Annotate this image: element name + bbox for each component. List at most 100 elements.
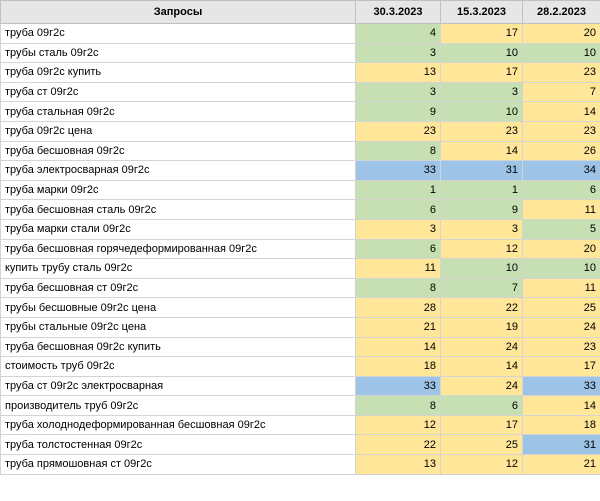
value-cell: 8	[355, 277, 441, 299]
value-cell: 7	[440, 277, 523, 299]
row: труба ст 09г2с 3 3 7	[0, 81, 600, 103]
value-cell: 23	[522, 62, 600, 83]
value-cell: 6	[355, 238, 441, 260]
value-cell: 28	[355, 297, 441, 318]
row: труба 09г2с 4 17 20	[0, 23, 600, 44]
value-cell: 13	[355, 62, 441, 83]
header-cell: 30.3.2023	[355, 0, 441, 24]
value-cell: 23	[355, 120, 441, 142]
value-cell: 22	[440, 297, 523, 318]
row: труба 09г2с цена 23 23 23	[0, 120, 600, 142]
value-cell: 11	[355, 258, 441, 279]
query-cell: труба марки 09г2с	[0, 179, 356, 201]
value-cell: 14	[355, 336, 441, 358]
value-cell: 7	[522, 81, 600, 103]
value-cell: 10	[440, 101, 523, 122]
query-cell: труба толстостенная 09г2с	[0, 434, 356, 456]
header-cell: 15.3.2023	[440, 0, 523, 24]
value-cell: 1	[355, 179, 441, 201]
value-cell: 10	[522, 42, 600, 64]
value-cell: 5	[522, 218, 600, 240]
row: труба бесшовная сталь 09г2с 6 9 11	[0, 199, 600, 220]
row: труба бесшовная ст 09г2с 8 7 11	[0, 277, 600, 299]
row: трубы сталь 09г2с 3 10 10	[0, 42, 600, 64]
value-cell: 20	[522, 238, 600, 260]
value-cell: 22	[355, 434, 441, 456]
query-cell: труба бесшовная ст 09г2с	[0, 277, 356, 299]
value-cell: 31	[440, 160, 523, 181]
value-cell: 24	[440, 336, 523, 358]
query-cell: труба 09г2с цена	[0, 120, 356, 142]
query-cell: труба ст 09г2с	[0, 81, 356, 103]
table-body: труба 09г2с 4 17 20 трубы сталь 09г2с 3 10 10 тр…	[0, 23, 600, 475]
value-cell: 10	[440, 258, 523, 279]
value-cell: 12	[355, 414, 441, 436]
query-cell: труба электросварная 09г2с	[0, 160, 356, 181]
value-cell: 3	[440, 218, 523, 240]
query-cell: труба 09г2с купить	[0, 62, 356, 83]
value-cell: 31	[522, 434, 600, 456]
value-cell: 3	[355, 81, 441, 103]
value-cell: 26	[522, 140, 600, 162]
query-cell: купить трубу сталь 09г2с	[0, 258, 356, 279]
value-cell: 14	[440, 140, 523, 162]
header-cell: Запросы	[0, 0, 356, 24]
row: труба бесшовная горячедеформированная 09…	[0, 238, 600, 260]
row: труба марки 09г2с 1 1 6	[0, 179, 600, 201]
row: купить трубу сталь 09г2с 11 10 10	[0, 258, 600, 279]
value-cell: 11	[522, 277, 600, 299]
value-cell: 21	[355, 316, 441, 338]
value-cell: 19	[440, 316, 523, 338]
value-cell: 25	[522, 297, 600, 318]
value-cell: 33	[355, 160, 441, 181]
query-cell: труба холоднодеформированная бесшовная 0…	[0, 414, 356, 436]
value-cell: 4	[355, 23, 441, 44]
header-row: Запросы 30.3.2023 15.3.2023 28.2.2023	[0, 0, 600, 24]
query-cell: трубы сталь 09г2с	[0, 42, 356, 64]
value-cell: 1	[440, 179, 523, 201]
header-cell: 28.2.2023	[522, 0, 600, 24]
value-cell: 24	[440, 375, 523, 397]
value-cell: 17	[522, 356, 600, 377]
value-cell: 23	[522, 336, 600, 358]
row: труба ст 09г2с электросварная 33 24 33	[0, 375, 600, 397]
row: труба бесшовная 09г2с 8 14 26	[0, 140, 600, 162]
row: труба бесшовная 09г2с купить 14 24 23	[0, 336, 600, 358]
query-cell: труба бесшовная 09г2с купить	[0, 336, 356, 358]
row: труба стальная 09г2с 9 10 14	[0, 101, 600, 122]
value-cell: 8	[355, 395, 441, 416]
value-cell: 3	[355, 42, 441, 64]
value-cell: 3	[355, 218, 441, 240]
value-cell: 12	[440, 238, 523, 260]
value-cell: 10	[522, 258, 600, 279]
value-cell: 21	[522, 454, 600, 475]
query-cell: труба прямошовная ст 09г2с	[0, 454, 356, 475]
value-cell: 6	[522, 179, 600, 201]
value-cell: 17	[440, 23, 523, 44]
value-cell: 24	[522, 316, 600, 338]
row: труба электросварная 09г2с 33 31 34	[0, 160, 600, 181]
value-cell: 18	[522, 414, 600, 436]
query-cell: труба ст 09г2с электросварная	[0, 375, 356, 397]
row: труба 09г2с купить 13 17 23	[0, 62, 600, 83]
row: трубы бесшовные 09г2с цена 28 22 25	[0, 297, 600, 318]
row: труба холоднодеформированная бесшовная 0…	[0, 414, 600, 436]
value-cell: 11	[522, 199, 600, 220]
spreadsheet: Запросы 30.3.2023 15.3.2023 28.2.2023 труба…	[0, 0, 600, 475]
row: труба прямошовная ст 09г2с 13 12 21	[0, 454, 600, 475]
row: стоимость труб 09г2с 18 14 17	[0, 356, 600, 377]
value-cell: 17	[440, 414, 523, 436]
value-cell: 9	[440, 199, 523, 220]
query-cell: труба стальная 09г2с	[0, 101, 356, 122]
query-cell: труба марки стали 09г2с	[0, 218, 356, 240]
value-cell: 6	[440, 395, 523, 416]
query-cell: трубы стальные 09г2с цена	[0, 316, 356, 338]
value-cell: 10	[440, 42, 523, 64]
value-cell: 14	[440, 356, 523, 377]
value-cell: 14	[522, 395, 600, 416]
row: труба толстостенная 09г2с 22 25 31	[0, 434, 600, 456]
query-cell: стоимость труб 09г2с	[0, 356, 356, 377]
value-cell: 9	[355, 101, 441, 122]
value-cell: 3	[440, 81, 523, 103]
